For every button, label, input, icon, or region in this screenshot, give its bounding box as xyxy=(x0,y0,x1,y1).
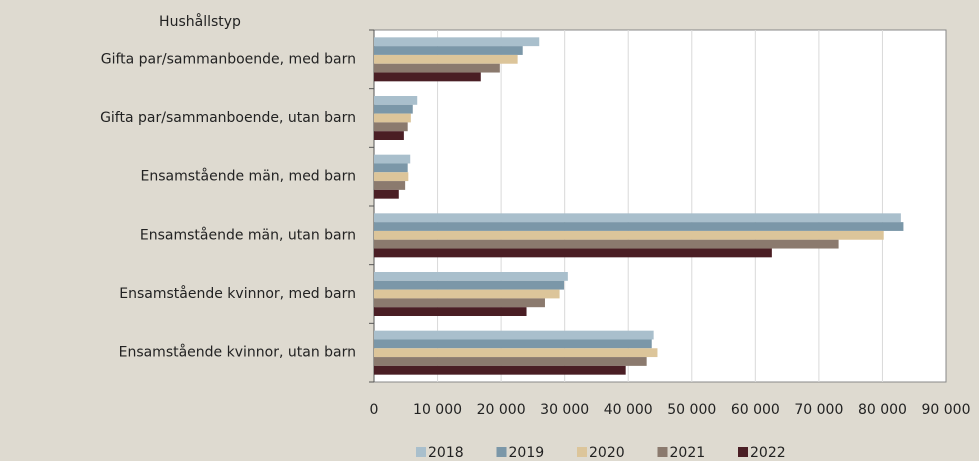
x-tick-label: 40 000 xyxy=(604,402,653,418)
y-tick-label: Ensamstående kvinnor, med barn xyxy=(119,285,356,302)
x-tick-label: 20 000 xyxy=(477,402,526,418)
bar xyxy=(374,46,523,55)
bar xyxy=(374,348,658,358)
bar xyxy=(374,357,647,366)
bar xyxy=(374,189,399,199)
bar xyxy=(374,272,568,281)
legend-swatch xyxy=(657,447,668,457)
legend-label: 2019 xyxy=(509,445,545,461)
x-tick-label: 60 000 xyxy=(731,402,780,418)
legend-swatch xyxy=(416,447,426,457)
x-tick-label: 30 000 xyxy=(540,402,589,418)
bar xyxy=(374,181,406,190)
legend-swatch xyxy=(577,447,587,457)
x-tick-label: 90 000 xyxy=(922,402,971,418)
bar xyxy=(374,213,901,223)
bar xyxy=(374,54,518,64)
y-tick-label: Ensamstående män, med barn xyxy=(141,168,356,185)
bar xyxy=(374,122,408,132)
legend-label: 2020 xyxy=(589,445,625,461)
x-tick-label: 80 000 xyxy=(858,402,907,418)
bar xyxy=(374,163,408,173)
y-axis-title: Hushållstyp xyxy=(159,13,241,30)
y-tick-label: Ensamstående kvinnor, utan barn xyxy=(119,344,356,361)
bar xyxy=(374,37,540,47)
legend-label: 2018 xyxy=(428,445,464,461)
bar xyxy=(374,131,404,140)
x-tick-label: 70 000 xyxy=(794,402,843,418)
y-tick-label: Ensamstående män, utan barn xyxy=(140,226,356,243)
bar xyxy=(374,298,545,308)
x-tick-label: 10 000 xyxy=(413,402,462,418)
y-tick-label: Gifta par/sammanboende, utan barn xyxy=(100,110,356,126)
x-tick-label: 0 xyxy=(370,402,379,418)
x-tick-label: 50 000 xyxy=(667,402,716,418)
bar xyxy=(374,172,409,182)
bar xyxy=(374,365,626,375)
bar xyxy=(374,289,560,299)
bar xyxy=(374,307,527,316)
legend-swatch xyxy=(496,447,507,457)
legend-label: 2022 xyxy=(750,445,786,461)
legend-swatch xyxy=(738,447,748,457)
bar xyxy=(374,330,654,340)
bar xyxy=(374,239,839,249)
y-tick-label: Gifta par/sammanboende, med barn xyxy=(101,51,356,67)
bar xyxy=(374,222,904,231)
bar xyxy=(374,72,481,82)
bar xyxy=(374,96,418,105)
bar xyxy=(374,104,413,114)
bar xyxy=(374,339,652,349)
bar xyxy=(374,113,411,123)
bar xyxy=(374,154,411,164)
bar xyxy=(374,280,565,290)
legend-label: 2021 xyxy=(670,445,706,461)
plot-area xyxy=(373,29,947,383)
bar xyxy=(374,248,772,258)
bar xyxy=(374,230,884,240)
bar xyxy=(374,63,500,73)
